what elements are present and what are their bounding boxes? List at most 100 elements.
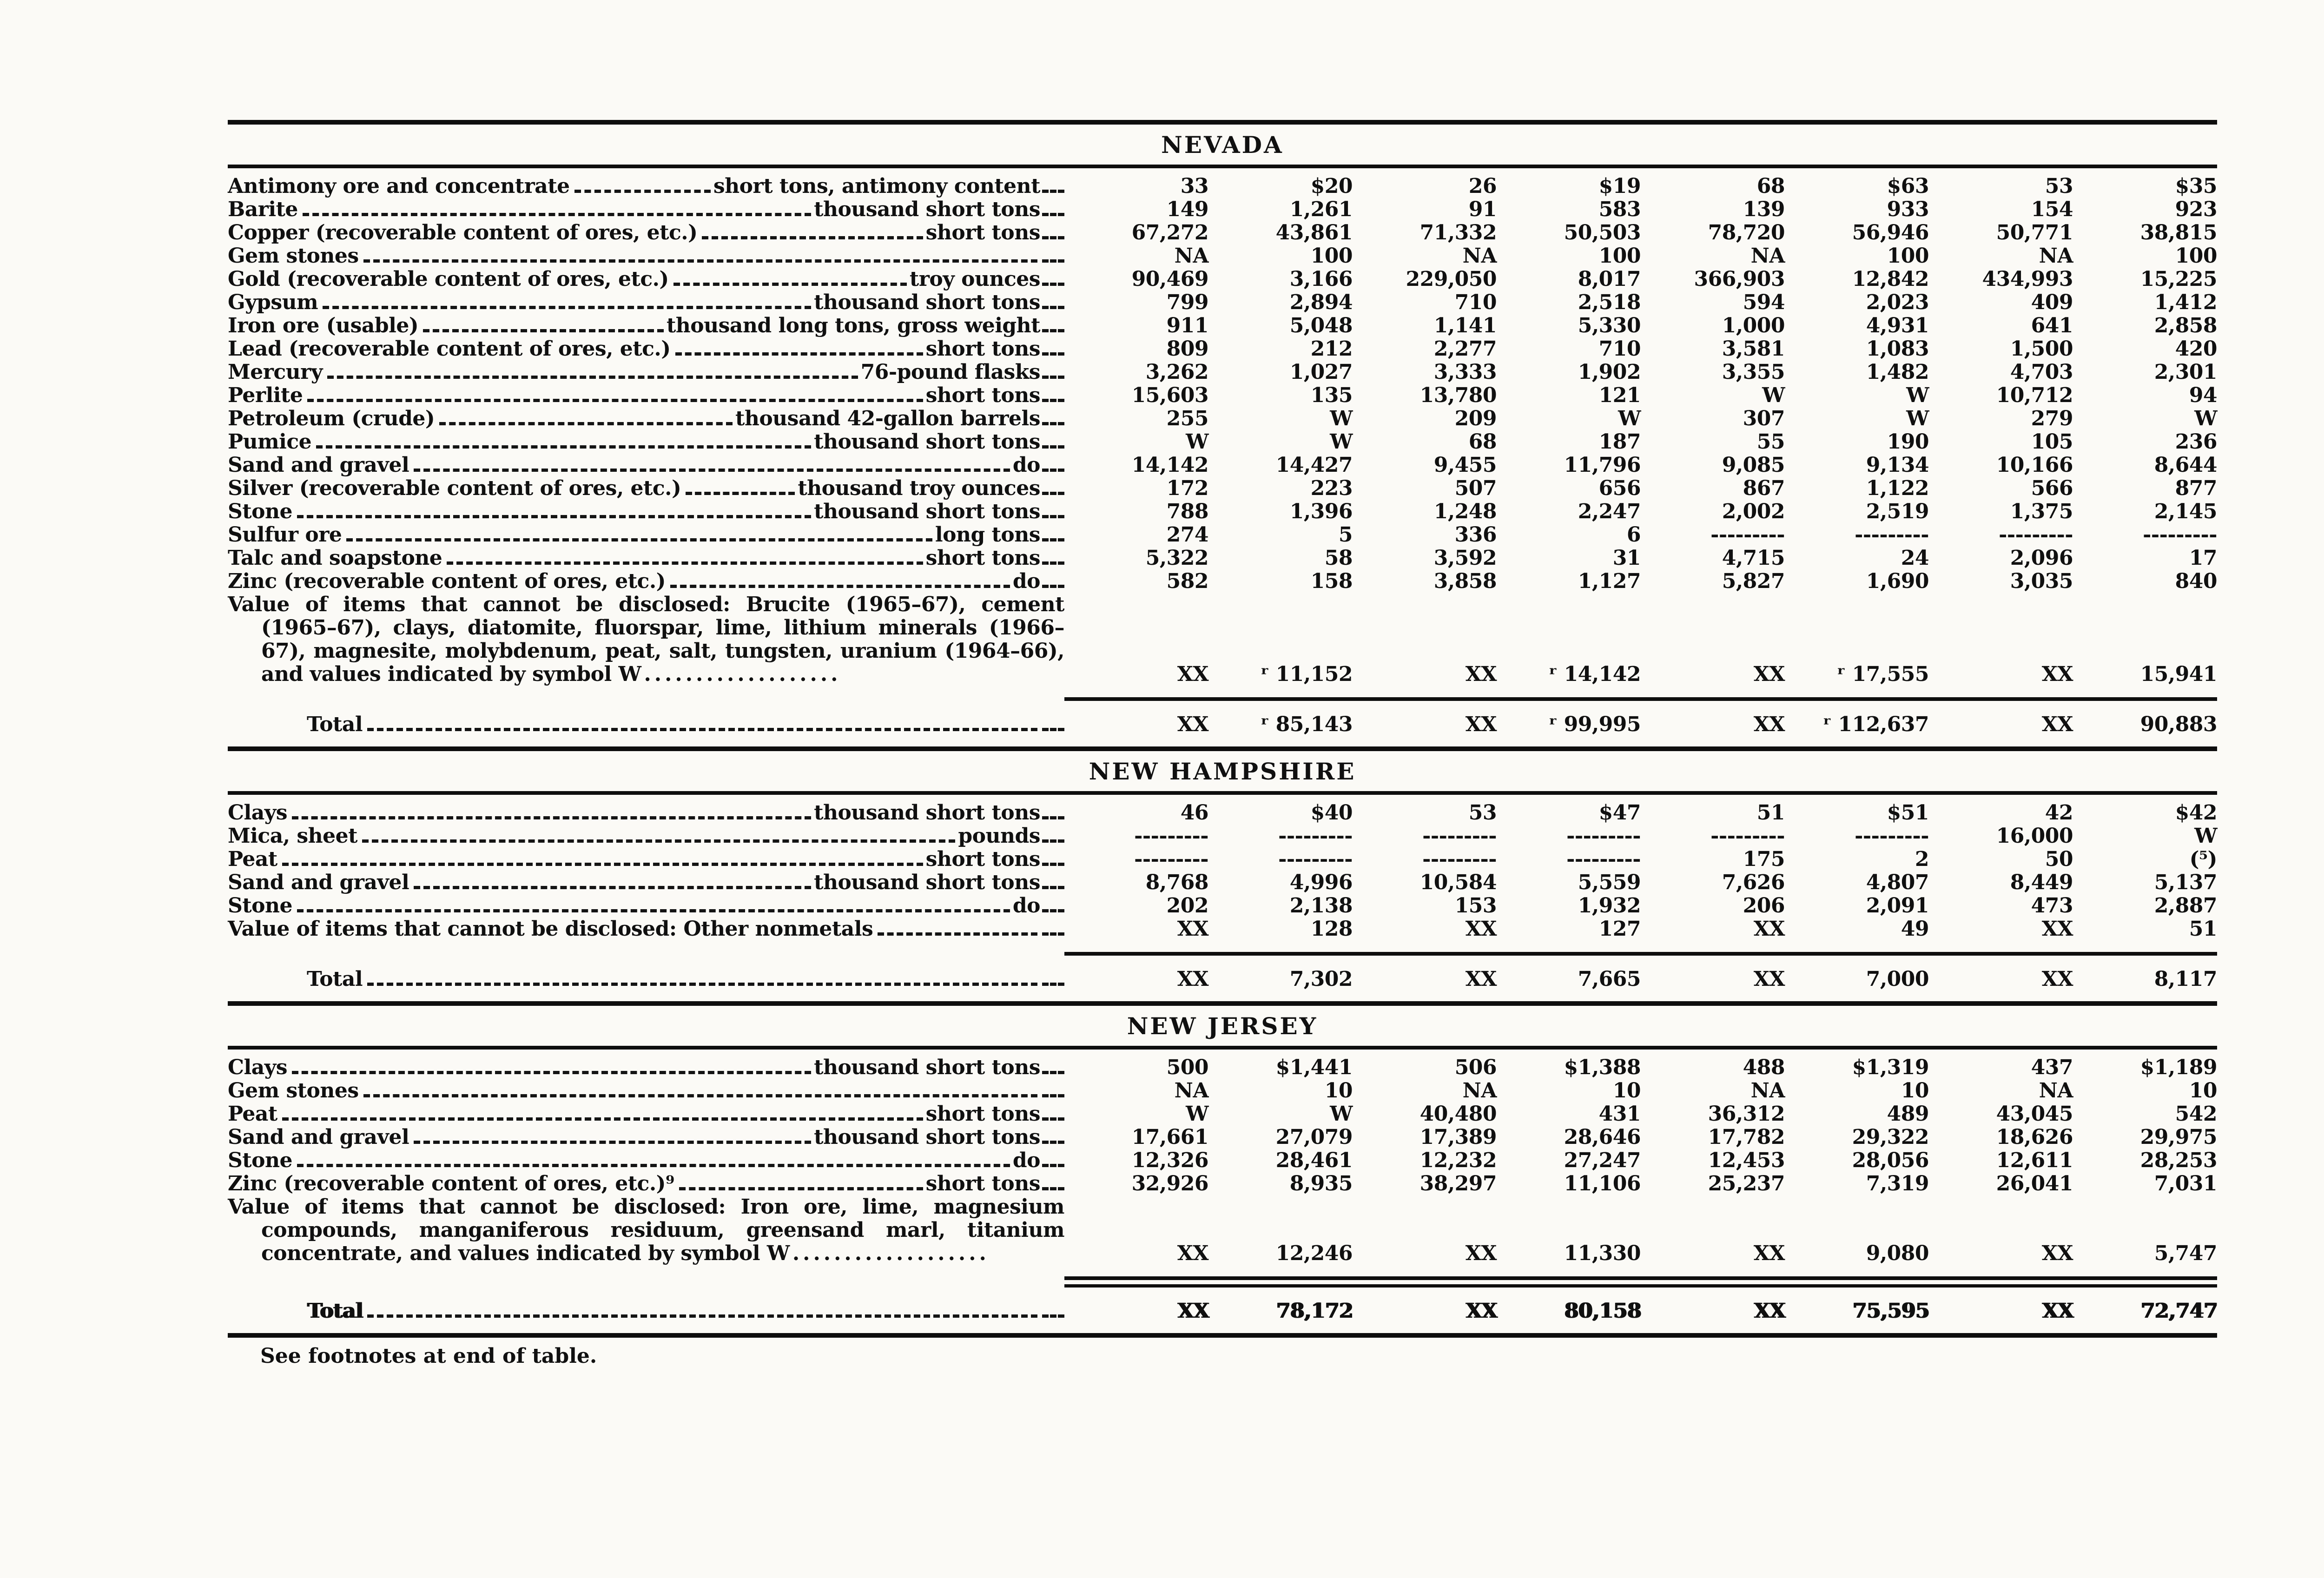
value-cell: 209 — [1454, 407, 1497, 430]
commodity-name: Sand and gravel — [228, 453, 409, 477]
value-cell: 10 — [1612, 1079, 1641, 1103]
value-cell: 582 — [1166, 569, 1209, 593]
value-cell: 5,827 — [1722, 569, 1785, 593]
value-cell: 1,127 — [1578, 569, 1641, 593]
value-cell: 420 — [2175, 337, 2218, 361]
row-label: Mercury 76-pound flasks — [228, 361, 1064, 384]
value-cell: 788 — [1166, 500, 1209, 523]
leader-stub — [1042, 259, 1064, 263]
value-cell: W — [1330, 430, 1353, 454]
value-cell: XX — [1177, 662, 1209, 686]
commodity-name: Value of items that cannot be disclosed:… — [228, 917, 873, 941]
leader-dots — [675, 352, 923, 356]
value-cell: 78,720 — [1708, 221, 1785, 244]
commodity-name: Mica, sheet — [228, 824, 357, 848]
value-cell: 5,559 — [1578, 871, 1641, 894]
value-cell: 279 — [2031, 407, 2073, 430]
value-cell: 33 — [1180, 174, 1209, 198]
commodity-name: Petroleum (crude) — [228, 407, 435, 430]
value-cell: ʳ 85,143 — [1261, 713, 1353, 736]
value-cell: XX — [1177, 1241, 1209, 1265]
value-cell: 2,002 — [1722, 500, 1785, 523]
value-cell: 9,455 — [1433, 453, 1497, 477]
leader-stub — [1042, 909, 1064, 912]
unit-label: thousand short tons — [814, 801, 1040, 825]
value-cell: 641 — [2031, 314, 2073, 337]
value-cell: 15,603 — [1131, 383, 1209, 407]
value-cell: 26,041 — [1996, 1172, 2073, 1195]
unit-label: do — [1012, 1149, 1041, 1172]
unit-label: short tons — [925, 546, 1041, 570]
value-cell: 236 — [2175, 430, 2218, 454]
value-cell: 68 — [1756, 174, 1785, 198]
value-cell: XX — [2041, 1241, 2073, 1265]
leader-stub — [1042, 1094, 1064, 1097]
row-label: Zinc (recoverable content of ores, etc.)… — [228, 1172, 1064, 1195]
value-cell: XX — [1465, 917, 1497, 941]
value-cell: $1,441 — [1275, 1056, 1353, 1079]
leader-stub — [1042, 886, 1064, 889]
value-cell: $1,189 — [2140, 1056, 2218, 1079]
row-label: Clays thousand short tons — [228, 801, 1064, 825]
value-cell: 437 — [2031, 1056, 2073, 1079]
value-cell: 24 — [1901, 546, 1929, 570]
unit-label: do — [1012, 453, 1041, 477]
value-cell: XX — [2041, 1299, 2073, 1323]
table-row: Gold (recoverable content of ores, etc.)… — [228, 268, 2218, 291]
table-row: Peat short tons W W 40,480 431 36,312 489 43,045… — [228, 1102, 2218, 1126]
value-cell: 40,480 — [1419, 1102, 1497, 1126]
section-rows: Antimony ore and concentrate short tons, … — [228, 174, 2218, 686]
value-cell: XX — [1465, 662, 1497, 686]
unit-label: thousand 42-gallon barrels — [735, 407, 1040, 430]
table-row: Clays thousand short tons 500 $1,441 506 $1,3… — [228, 1056, 2218, 1079]
value-cell: $47 — [1598, 801, 1641, 825]
row-label: Stone do — [228, 894, 1064, 918]
value-cell: 223 — [1310, 476, 1353, 500]
value-cell: 4,703 — [2010, 360, 2073, 384]
commodity-name: Gem stones — [228, 244, 359, 268]
value-cell: 2,518 — [1578, 291, 1641, 314]
value-cell: XX — [1465, 1299, 1497, 1323]
value-cell: 1,141 — [1433, 314, 1497, 337]
row-label: Gold (recoverable content of ores, etc.)… — [228, 268, 1064, 291]
value-cell: $1,388 — [1564, 1056, 1641, 1079]
value-cell: 3,333 — [1433, 360, 1497, 384]
row-label: Petroleum (crude) thousand 42-gallon barr… — [228, 407, 1064, 430]
table-row: Stone do 12,326 28,461 12,232 27,247 12,453 28,… — [228, 1149, 2218, 1172]
row-label: Value of items that cannot be disclosed:… — [228, 1195, 1065, 1265]
value-cell: XX — [1177, 917, 1209, 941]
leader-stub — [1042, 816, 1064, 819]
value-cell: 3,592 — [1433, 546, 1497, 570]
leader-dots — [702, 236, 923, 239]
value-cell: 336 — [1454, 523, 1497, 547]
value-cell: XX — [1753, 917, 1785, 941]
value-cell: 488 — [1743, 1056, 1785, 1079]
value-cell: 12,232 — [1419, 1149, 1497, 1172]
value-cell: 135 — [1310, 383, 1353, 407]
leader-stub — [1042, 983, 1064, 986]
value-cell: 1,902 — [1578, 360, 1641, 384]
leader-dots — [673, 283, 907, 286]
value-cell: 4,715 — [1722, 546, 1785, 570]
leader-dots — [414, 1141, 812, 1144]
leader-stub — [1042, 306, 1064, 309]
table-total-row: Total XX 7,302 XX 7,665 XX 7,000 XX 8,117 — [228, 968, 2218, 991]
value-cell: 31 — [1612, 546, 1641, 570]
leader-dots — [363, 1094, 1037, 1097]
leader-dots — [686, 492, 795, 495]
row-label: Copper (recoverable content of ores, etc… — [228, 221, 1064, 244]
row-label: Sulfur ore long tons — [228, 523, 1064, 547]
table-row: Perlite short tons 15,603 135 13,780 121 W W 10,… — [228, 383, 2218, 407]
value-cell: --------- — [1566, 847, 1641, 871]
row-label: Sand and gravel thousand short tons — [228, 1126, 1064, 1149]
pre-total-rule — [1064, 1276, 2217, 1287]
table-row: Petroleum (crude) thousand 42-gallon barr… — [228, 407, 2218, 430]
table-row: Sand and gravel thousand short tons 17,661… — [228, 1126, 2218, 1149]
leader-stub — [1042, 190, 1064, 193]
value-cell: 36,312 — [1708, 1102, 1785, 1126]
value-cell: W — [1762, 383, 1785, 407]
commodity-name: Mercury — [228, 360, 323, 384]
leader-dots — [679, 1187, 923, 1190]
value-cell: 56,946 — [1852, 221, 1929, 244]
value-cell: 158 — [1310, 569, 1353, 593]
